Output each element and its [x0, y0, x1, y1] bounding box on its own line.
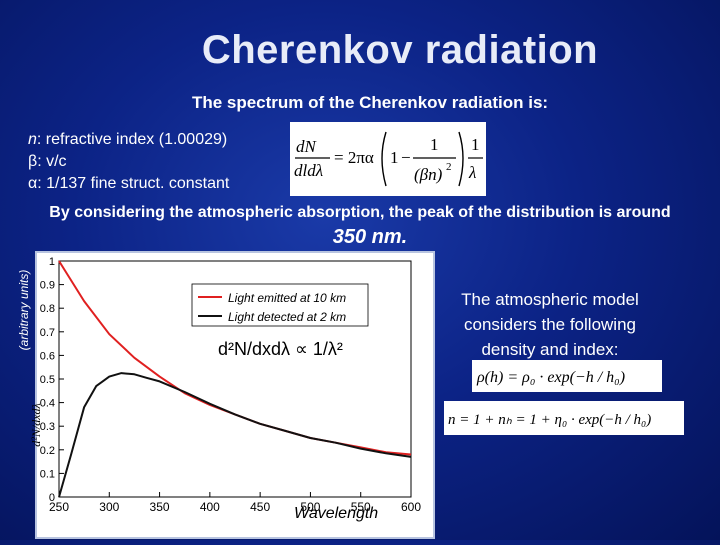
definition-text: : 1/137 fine struct. constant	[37, 175, 230, 192]
formula-square: 2	[446, 161, 452, 173]
y-tick-label: 0.3	[40, 421, 55, 433]
slide-subtitle: The spectrum of the Cherenkov radiation …	[191, 93, 549, 112]
spectrum-chart: 250 300 350 400 450 500 550 600 0 0.1 0.2 0.3 0.4 0.5…	[0, 250, 440, 540]
formula-one: 1	[390, 148, 399, 167]
chart-xlabel: Wavelength	[294, 505, 378, 522]
y-tick-label: 0.9	[40, 280, 55, 292]
legend-label-detected: Light detected at 2 km	[228, 310, 346, 324]
slide-title: Cherenkov radiation	[201, 28, 599, 72]
definition-text: : v/c	[37, 153, 67, 170]
chart-frame	[35, 251, 435, 539]
x-tick-label: 400	[200, 500, 220, 514]
definition-symbol: α	[28, 175, 38, 192]
definition-alpha: α: 1/137 fine struct. constant	[28, 173, 229, 195]
chart-ylabel: d²N/dxdλ	[29, 403, 43, 446]
formula-lhs-num: dN	[296, 137, 318, 156]
absorption-sentence: By considering the atmospheric absorptio…	[49, 204, 671, 221]
formula-frac-num: 1	[430, 135, 439, 154]
y-tick-label: 0.8	[40, 303, 55, 315]
x-tick-label: 300	[99, 500, 119, 514]
definition-text: : refractive index (1.00029)	[36, 131, 228, 148]
chart-legend: Light emitted at 10 km Light detected at…	[191, 283, 369, 327]
definition-beta: β: v/c	[28, 151, 229, 173]
spectrum-formula: dN dldλ = 2πα 1 − 1 (βn) 2 1 λ	[290, 122, 486, 196]
peak-value: 350 nm.	[332, 226, 408, 248]
formula-last-num: 1	[471, 135, 480, 154]
y-tick-label: 0.6	[40, 350, 55, 362]
atmospheric-model-text: The atmospheric model considers the foll…	[461, 290, 639, 359]
formula-minus: −	[401, 148, 411, 167]
index-formula-text: n = 1 + nₕ = 1 + η₀ · exp(−h / h₀)	[448, 412, 651, 428]
legend-label-emitted: Light emitted at 10 km	[228, 291, 346, 305]
formula-last-den: λ	[468, 163, 476, 182]
y-tick-label: 0.4	[40, 398, 55, 410]
formula-lhs-den: dldλ	[294, 161, 323, 180]
chart-svg: 250 300 350 400 450 500 550 600 0 0.1 0.2 0.3 0.4 0.5…	[29, 251, 435, 539]
y-tick-label: 0	[49, 492, 55, 504]
formula-eq: = 2πα	[334, 148, 374, 167]
x-tick-label: 500	[300, 500, 320, 514]
definitions-list: n: refractive index (1.00029) β: v/c α: …	[28, 129, 229, 195]
x-tick-label: 600	[401, 500, 421, 514]
density-formula: ρ(h) = ρ₀ · exp(−h / h₀)	[472, 360, 662, 392]
definition-symbol: β	[28, 153, 38, 170]
ylabel-side-text: (arbitrary units)	[17, 270, 31, 351]
chart-annotation: d²N/dxdλ ∝ 1/λ²	[218, 339, 343, 359]
formula-frac-den: (βn)	[414, 165, 443, 184]
x-tick-label: 550	[351, 500, 371, 514]
ylabel-side: (arbitrary units)	[14, 250, 34, 370]
definition-n: n: refractive index (1.00029)	[28, 129, 229, 151]
x-tick-label: 250	[49, 500, 69, 514]
x-tick-label: 350	[150, 500, 170, 514]
y-tick-label: 0.2	[40, 445, 55, 457]
x-tick-label: 450	[250, 500, 270, 514]
y-tick-label: 0.1	[40, 468, 55, 480]
legend-box	[191, 283, 369, 327]
absorption-text: By considering the atmospheric absorptio…	[0, 201, 720, 251]
y-tick-label: 0.5	[40, 374, 55, 386]
series-line-detected	[58, 372, 412, 498]
index-formula: n = 1 + nₕ = 1 + η₀ · exp(−h / h₀)	[444, 401, 684, 435]
y-tick-label: 1	[49, 256, 55, 268]
density-formula-text: ρ(h) = ρ₀ · exp(−h / h₀)	[476, 369, 625, 386]
definition-symbol: n	[28, 131, 37, 148]
y-tick-label: 0.7	[40, 327, 55, 339]
